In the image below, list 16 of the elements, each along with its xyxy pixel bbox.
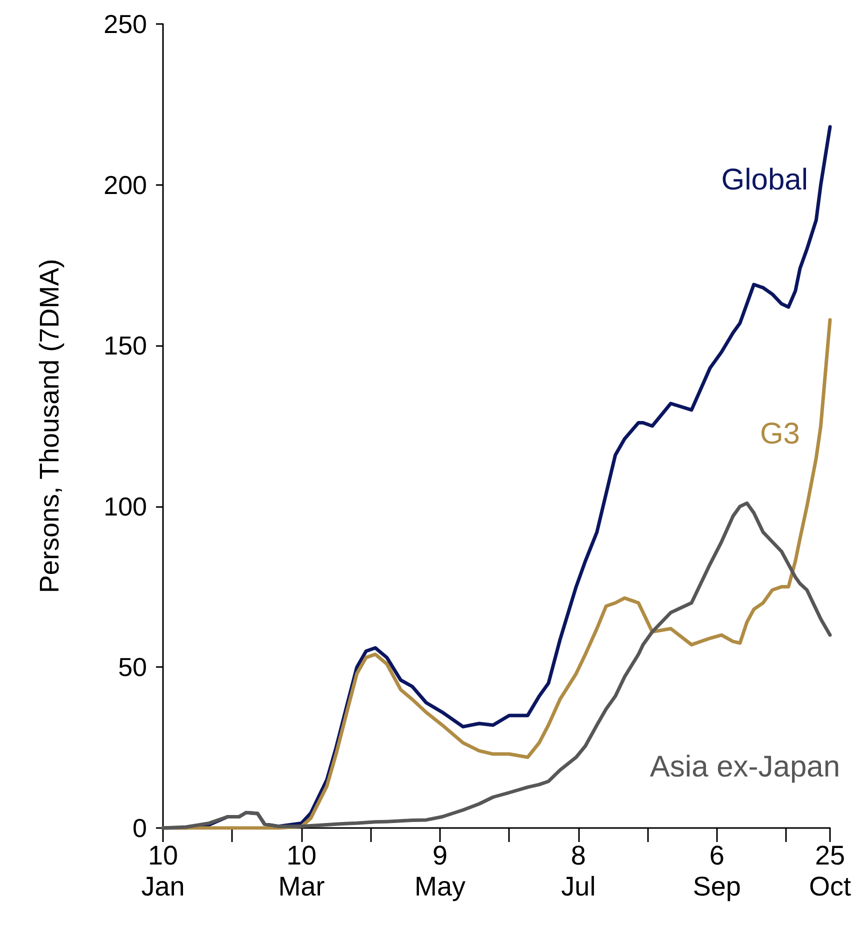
y-tick-label: 0 bbox=[132, 813, 147, 843]
x-tick-label: 9 May bbox=[414, 840, 466, 902]
x-tick-label: 8 Jul bbox=[561, 840, 596, 902]
y-tick-label: 100 bbox=[104, 491, 147, 522]
series-label: G3 bbox=[760, 418, 800, 450]
y-tick-label: 250 bbox=[104, 9, 147, 39]
x-tick-label: 6 Sep bbox=[692, 840, 741, 902]
x-tick-label: 10 Mar bbox=[278, 840, 325, 902]
series-label: Global bbox=[721, 164, 808, 196]
x-tick-label: 10 Jan bbox=[141, 840, 185, 902]
y-tick-label: 150 bbox=[104, 330, 147, 361]
x-tick-label: 25 Oct bbox=[808, 840, 852, 902]
y-tick-label: 50 bbox=[118, 652, 147, 682]
series-label: Asia ex-Japan bbox=[650, 750, 840, 784]
y-axis-title: Persons, Thousand (7DMA) bbox=[34, 258, 64, 594]
y-tick-label: 200 bbox=[104, 170, 147, 200]
